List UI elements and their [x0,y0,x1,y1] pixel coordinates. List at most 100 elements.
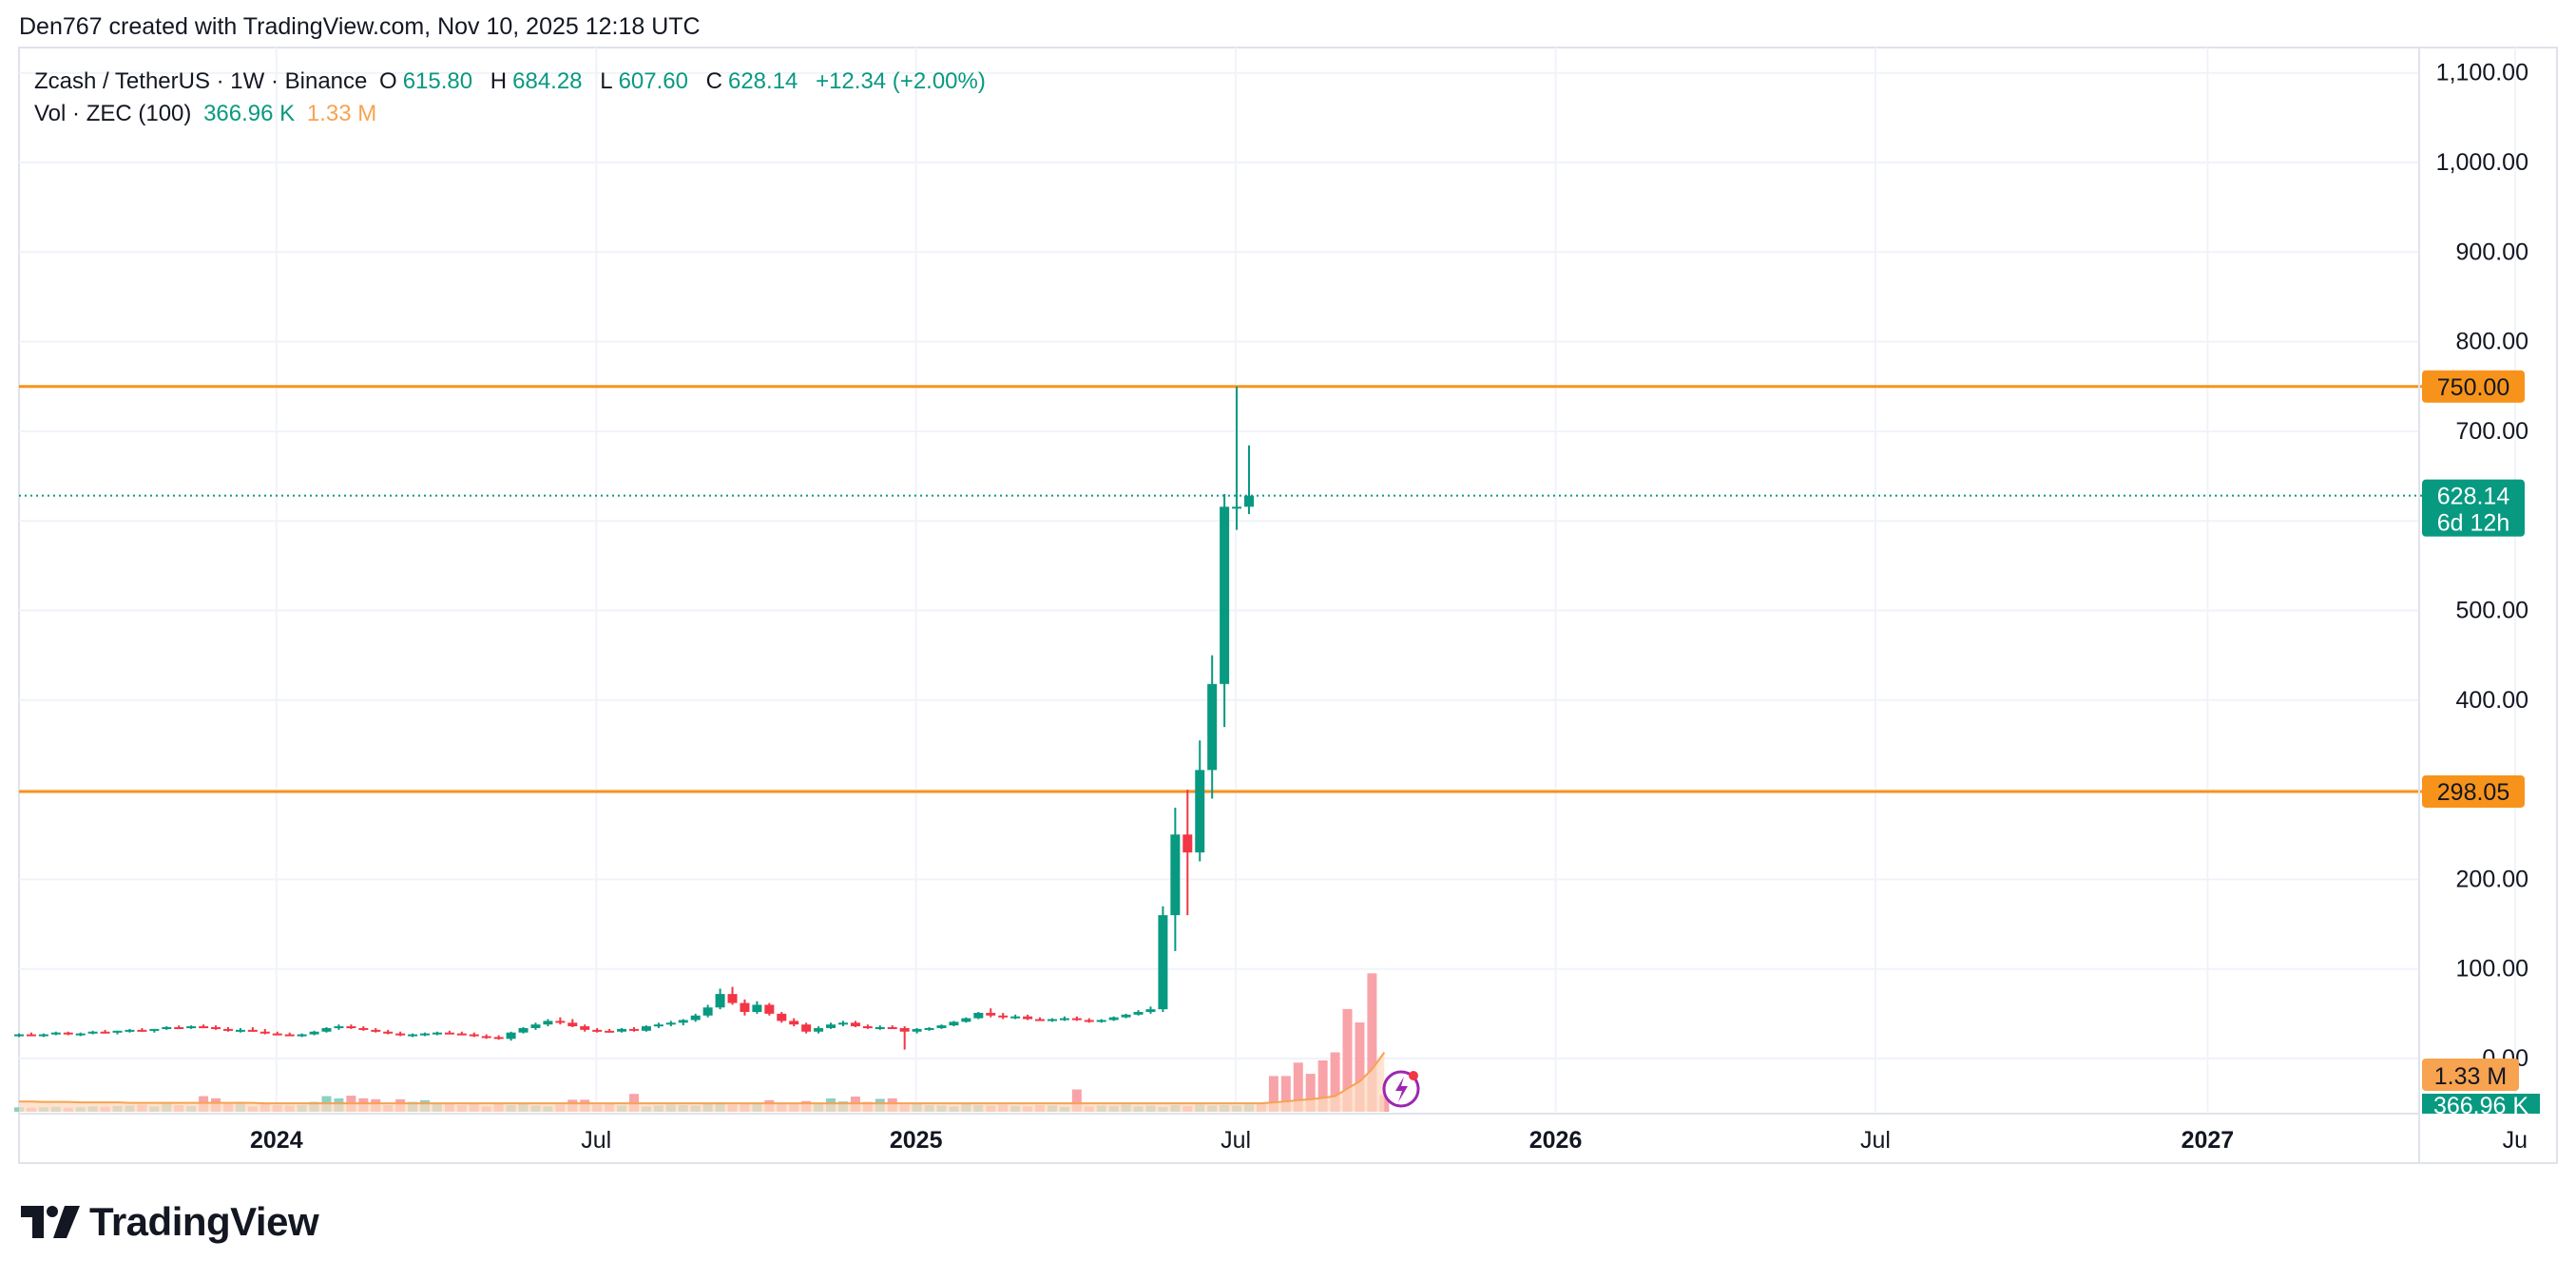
candle-body [826,1024,836,1028]
candle-body [1121,1014,1131,1018]
candle-body [1170,834,1181,916]
candle-body [211,1026,221,1029]
candle-body [100,1031,110,1034]
tradingview-logo-icon [21,1206,80,1238]
candle-body [986,1012,996,1016]
candle-body [1244,495,1254,507]
candle-body [912,1028,922,1032]
volume-bars [14,973,1390,1112]
candle-body [334,1026,344,1029]
level-label: 298.05 [2437,779,2509,806]
last-price-label: 628.14 [2437,484,2510,510]
candle-body [887,1026,897,1029]
y-tick-label: 200.00 [2456,866,2528,892]
candle-body [272,1033,282,1036]
y-tick-label: 100.00 [2456,956,2528,983]
x-tick-label: 2027 [2182,1127,2235,1154]
axes: 0.00100.00200.00400.00500.00700.00800.00… [19,48,2528,1164]
candle-body [752,1004,762,1012]
volume-bar [1280,1076,1291,1112]
candle-body [174,1026,184,1029]
ohlc-low: L 607.60 [600,68,694,94]
candle-body [358,1027,369,1030]
candle-body [125,1029,135,1032]
volume-axis-label-bg [2422,1094,2540,1114]
candle-body [961,1018,971,1022]
candle-body [518,1027,529,1033]
y-tick-label: 1,100.00 [2436,60,2528,86]
volume-bar [1330,1052,1340,1112]
candle-body [1059,1018,1069,1021]
volume-bar [1317,1059,1328,1112]
candle-body [665,1022,676,1025]
candle-body [530,1024,541,1028]
candle-body [112,1030,123,1033]
candle-body [949,1021,959,1026]
candle-body [162,1026,172,1029]
countdown-label: 6d 12h [2437,510,2509,537]
candle-body [837,1022,848,1025]
x-tick-label: 2025 [890,1127,943,1154]
close-value: 628.14 [727,68,798,94]
candle-body [222,1028,233,1031]
candle-body [862,1026,873,1029]
x-tick-label: Jul [1860,1127,1891,1154]
candle-body [297,1034,307,1037]
candle-body [1023,1016,1033,1020]
candle-body [469,1034,479,1037]
symbol-name: Zcash / TetherUS · 1W · Binance [34,68,368,94]
candle-body [481,1036,491,1039]
level-label: 750.00 [2437,374,2509,401]
candle-body [801,1024,812,1032]
candle-body [1207,683,1218,771]
x-tick-label: 2026 [1529,1127,1583,1154]
candle-body [715,994,725,1008]
candle-body [998,1015,1009,1018]
candle-body [14,1034,24,1037]
candle-body [936,1025,947,1028]
candle-body [186,1026,197,1029]
level-label-bg [2422,774,2525,808]
volume-bar [1305,1074,1316,1112]
open-label: O [379,68,397,94]
change-value: +12.34 (+2.00%) [816,68,986,94]
open-value: 615.80 [402,68,473,94]
tradingview-logo[interactable]: TradingView [21,1199,319,1245]
x-tick-label: Jul [1221,1127,1251,1154]
candle-body [777,1013,787,1021]
candle-body [149,1028,160,1031]
candle-body [653,1024,663,1027]
candle-body [764,1004,775,1014]
y-tick-label: 1,000.00 [2436,149,2528,176]
candle-body [1220,506,1230,684]
x-tick-label: Ju [2503,1127,2528,1154]
volume-legend[interactable]: Vol · ZEC (100) 366.96 K 1.33 M [34,101,382,127]
high-value: 684.28 [512,68,583,94]
candle-body [38,1034,48,1037]
horizontal-levels [19,385,2422,793]
volume-value: 366.96 K [203,101,296,126]
candle-body [567,1022,578,1027]
candle-body [444,1032,454,1035]
candle-body [371,1029,381,1032]
volume-ma-label-bg [2422,1059,2519,1091]
candle-body [1035,1019,1046,1021]
ohlc-open: O 615.80 [379,68,478,94]
candle-body [420,1033,431,1036]
close-label: C [705,68,722,94]
grid-lines [19,48,2516,1112]
candle-body [789,1021,799,1025]
level-label-bg [2422,370,2525,403]
candle-body [87,1031,98,1034]
volume-bar [1268,1076,1278,1112]
candle-body [309,1031,319,1035]
candle-body [493,1037,504,1040]
candle-body [1133,1011,1144,1015]
volume-bar [1355,1022,1365,1112]
high-label: H [490,68,508,94]
symbol-legend[interactable]: Zcash / TetherUS · 1W · Binance O 615.80 … [34,68,991,95]
candle-body [235,1029,245,1032]
candle-body [1232,506,1242,509]
